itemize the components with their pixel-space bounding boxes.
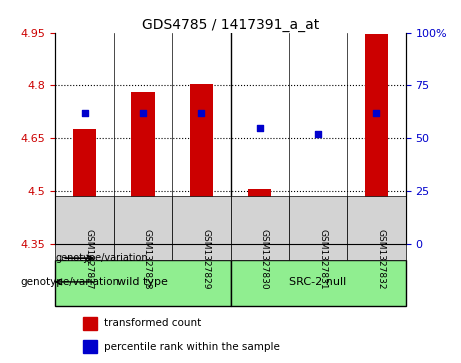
Bar (365, 34, 388, 244)
Point (81, 110, 88, 116)
Text: GSM1327831: GSM1327831 (318, 229, 327, 290)
Text: GSM1327829: GSM1327829 (201, 229, 210, 290)
Bar (73, 129, 96, 244)
Bar (248, 189, 272, 244)
Text: genotype/variation: genotype/variation (20, 277, 119, 287)
FancyBboxPatch shape (114, 196, 172, 260)
FancyBboxPatch shape (55, 260, 230, 306)
Bar (131, 93, 154, 244)
FancyBboxPatch shape (347, 196, 406, 260)
Text: genotype/variation: genotype/variation (55, 253, 148, 263)
Text: percentile rank within the sample: percentile rank within the sample (104, 342, 280, 351)
Text: GSM1327832: GSM1327832 (377, 229, 385, 290)
FancyBboxPatch shape (230, 260, 406, 306)
Text: GSM1327830: GSM1327830 (260, 229, 269, 290)
Bar (83, 340, 97, 354)
Text: transformed count: transformed count (104, 318, 201, 329)
Text: GDS4785 / 1417391_a_at: GDS4785 / 1417391_a_at (142, 18, 319, 32)
FancyBboxPatch shape (55, 196, 114, 260)
FancyBboxPatch shape (172, 196, 230, 260)
Text: GSM1327827: GSM1327827 (84, 229, 94, 290)
Point (139, 110, 147, 116)
Text: GSM1327828: GSM1327828 (143, 229, 152, 290)
Text: SRC-2 null: SRC-2 null (290, 277, 347, 287)
FancyBboxPatch shape (230, 196, 289, 260)
FancyBboxPatch shape (289, 196, 347, 260)
Text: wild type: wild type (118, 277, 168, 287)
Point (256, 125, 263, 131)
Point (198, 110, 205, 116)
Point (314, 131, 322, 137)
Bar (189, 83, 213, 244)
Point (373, 110, 380, 116)
Bar (307, 238, 330, 244)
Bar (83, 317, 97, 330)
